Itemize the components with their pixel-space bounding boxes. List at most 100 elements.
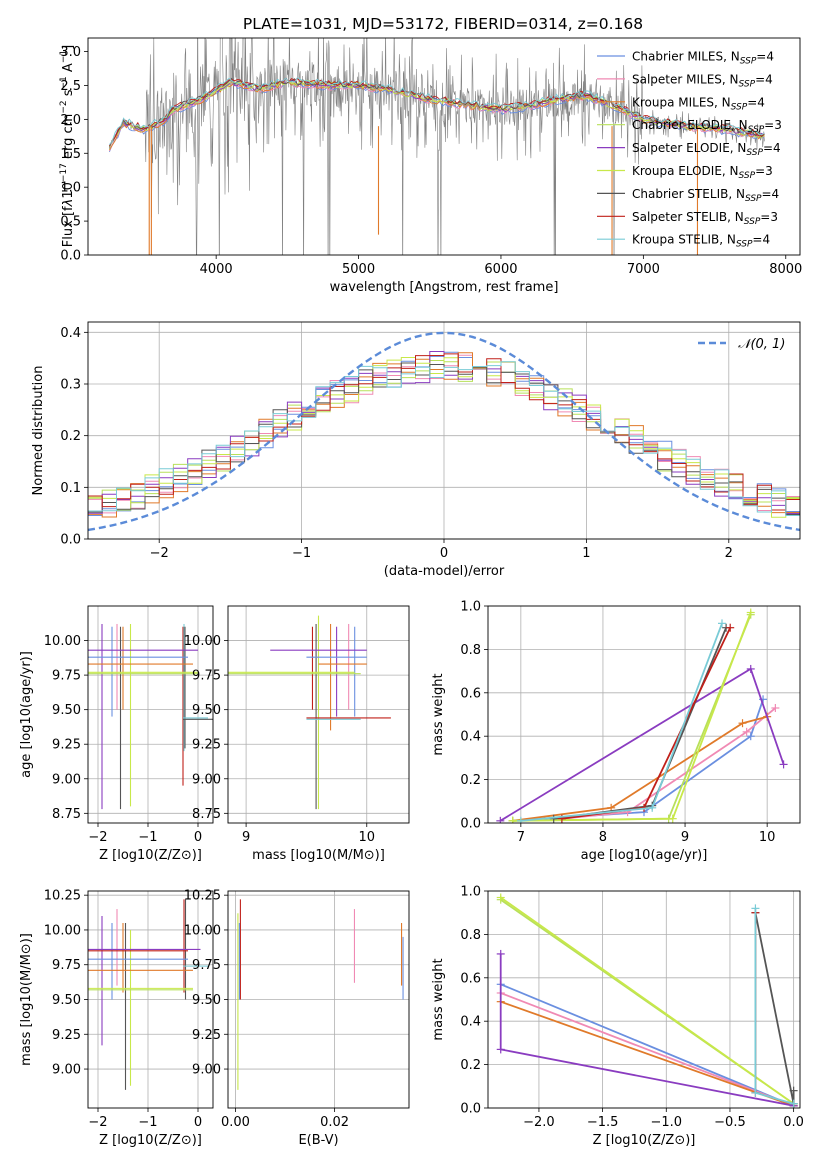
x-axis-label: age [log10(age/yr)] <box>581 848 708 863</box>
y-tick-label: 0.0 <box>460 1102 481 1117</box>
x-tick-label: −0.5 <box>714 1115 746 1130</box>
plot-body <box>496 893 798 1108</box>
legend-label: Salpeter ELODIE, NSSP=4 <box>632 141 781 158</box>
y-tick-label: 9.75 <box>52 669 81 684</box>
y-tick-label: 9.25 <box>52 738 81 753</box>
x-tick-label: −1.5 <box>587 1115 619 1130</box>
y-tick-label: 1.0 <box>460 885 481 900</box>
x-tick-label: −1 <box>138 1115 157 1130</box>
x-tick-label: 9 <box>242 830 250 845</box>
axes-mass_vs_Z: −2 −1 0 9.00 9.25 9.50 9.75 10.00 10.25 Z [log10(… <box>19 889 214 1148</box>
x-tick-label: 0 <box>194 1115 202 1130</box>
y-tick-label: 8.75 <box>52 807 81 822</box>
y-axis-label: mass weight <box>431 958 446 1040</box>
y-tick-label: 0.4 <box>460 1015 481 1030</box>
weight-line-salpeter_stelib <box>561 627 732 820</box>
axes-age_vs_mass: 9 10 8.75 9.00 9.25 9.50 9.75 10.00 mass [log10(… <box>184 605 410 863</box>
x-tick-label: 0.00 <box>221 1115 250 1130</box>
x-tick-label: 6000 <box>484 262 517 277</box>
x-axis-label: (data-model)/error <box>384 564 505 579</box>
y-tick-label: 9.75 <box>192 958 221 973</box>
x-axis-label: Z [log10(Z/Z⊙)] <box>99 848 202 863</box>
x-tick-label: 2 <box>725 546 733 561</box>
weight-line-salpeter_elodie <box>499 953 794 1107</box>
model-chabrier_stelib <box>108 77 765 147</box>
axes-frame <box>87 605 214 824</box>
axes-frame <box>487 890 801 1109</box>
y-tick-label: 0.8 <box>460 928 481 943</box>
legend: 𝒩(0, 1) <box>698 337 785 352</box>
axes-age_vs_Z: −2 −1 0 8.75 9.00 9.25 9.50 9.75 10.00 Z [log10(Z… <box>19 605 214 863</box>
y-tick-label: 9.75 <box>52 958 81 973</box>
x-tick-label: 8000 <box>769 262 802 277</box>
legend-label: Chabrier ELODIE, NSSP=3 <box>632 118 782 135</box>
weight-line-salpeter_miles <box>500 992 794 1107</box>
y-tick-label: 0.8 <box>460 643 481 658</box>
y-tick-label: 10.00 <box>44 634 81 649</box>
plot-body <box>228 615 391 810</box>
y-tick-label: 0.0 <box>60 533 81 548</box>
histogram-kroupa_stelib <box>88 361 800 516</box>
model-chabrier_elodie <box>108 80 765 150</box>
axes-frame <box>87 321 801 540</box>
axes-frame <box>487 605 801 824</box>
axes-frame <box>87 890 214 1109</box>
y-tick-label: 10.00 <box>184 923 221 938</box>
x-tick-label: 0 <box>194 830 202 845</box>
y-tick-label: 1.0 <box>60 181 81 196</box>
legend-label: Chabrier MILES, NSSP=4 <box>632 50 774 67</box>
legend-label: 𝒩(0, 1) <box>738 337 785 352</box>
gridlines <box>228 891 409 1108</box>
x-axis-label: wavelength [Angstrom, rest frame] <box>330 280 559 295</box>
y-tick-label: 0.2 <box>60 429 81 444</box>
weight-line-chabrier_stelib <box>754 912 795 1104</box>
x-tick-label: 4000 <box>200 262 233 277</box>
y-tick-label: 10.00 <box>184 634 221 649</box>
x-tick-label: 7000 <box>627 262 660 277</box>
weight-line-chabrier_miles <box>500 983 794 1107</box>
y-tick-label: 9.00 <box>192 772 221 787</box>
y-tick-label: 9.50 <box>192 993 221 1008</box>
y-tick-label: 1.0 <box>460 600 481 615</box>
gridlines <box>88 891 213 1108</box>
axes-frame <box>227 605 410 824</box>
model-kroupa_miles <box>109 81 765 151</box>
x-tick-label: 10 <box>759 830 776 845</box>
axes-spec: 4000 5000 6000 7000 8000 0.0 0.5 1.0 1.5 2.0 2.5 3.… <box>59 37 802 295</box>
legend-label: Kroupa STELIB, NSSP=4 <box>632 233 770 250</box>
y-axis-label: Flux [fλ10−17 erg cm−2 s−1 A−1] <box>59 45 76 247</box>
y-tick-label: 8.75 <box>192 807 221 822</box>
plot-body <box>496 608 788 823</box>
y-axis-label: age [log10(age/yr)] <box>19 651 34 778</box>
y-tick-label: 0.2 <box>460 773 481 788</box>
y-tick-label: 10.25 <box>44 889 81 904</box>
plot-body <box>88 899 208 1090</box>
y-tick-label: 9.50 <box>52 703 81 718</box>
weight-line-chabrier_elodie <box>512 614 752 822</box>
weight-line-salpeter_elodie <box>499 667 785 822</box>
legend: Chabrier MILES, NSSP=4 Salpeter MILES, NS… <box>597 50 782 250</box>
weight-line-kroupa_elodie <box>500 896 795 1105</box>
legend-label: Chabrier STELIB, NSSP=4 <box>632 187 779 204</box>
x-tick-label: −1 <box>292 546 311 561</box>
gridlines <box>88 606 213 823</box>
y-tick-label: 9.75 <box>192 669 221 684</box>
plot-area: 4000 5000 6000 7000 80000.00.51.01.52.02.53.… <box>19 37 804 1148</box>
x-tick-label: −2.0 <box>523 1115 555 1130</box>
y-tick-label: 9.00 <box>52 1063 81 1078</box>
y-tick-label: 0.6 <box>460 971 481 986</box>
y-tick-label: 0.2 <box>460 1058 481 1073</box>
x-tick-label: −1.0 <box>650 1115 682 1130</box>
x-tick-label: 0.02 <box>320 1115 349 1130</box>
axes-hist: −2 −1 0 1 2 0.0 0.1 0.2 0.3 0.4 (data-model)/error… <box>31 321 801 579</box>
legend-label: Salpeter MILES, NSSP=4 <box>632 72 773 89</box>
legend-label: Kroupa ELODIE, NSSP=3 <box>632 164 773 181</box>
y-tick-label: 0.1 <box>60 481 81 496</box>
x-tick-label: 9 <box>681 830 689 845</box>
x-tick-label: 10 <box>358 830 375 845</box>
plot-body <box>108 38 765 255</box>
model-salpeter_elodie <box>108 79 765 149</box>
y-tick-label: 9.50 <box>52 993 81 1008</box>
y-tick-label: 9.25 <box>52 1028 81 1043</box>
x-tick-label: 7 <box>517 830 525 845</box>
